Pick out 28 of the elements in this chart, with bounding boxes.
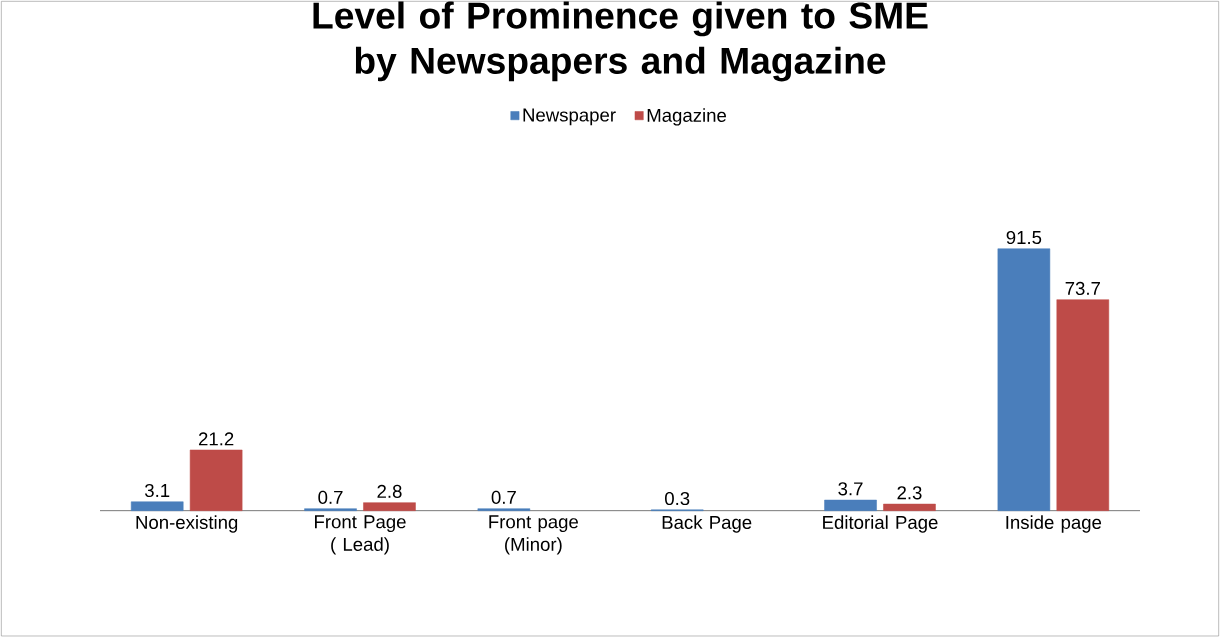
x-tick-label: Editorial Page: [823, 515, 938, 533]
data-label: 3.7: [838, 482, 863, 496]
data-label: 0.7: [318, 490, 343, 504]
bar: [883, 503, 936, 511]
bar: [997, 248, 1051, 511]
data-label: 21.2: [198, 432, 234, 446]
legend-label: Newspaper: [523, 108, 616, 126]
bar: [824, 499, 877, 511]
bar: [304, 508, 357, 511]
x-tick-label: Front page (Minor): [489, 515, 578, 555]
data-label: 2.8: [377, 484, 402, 498]
bar: [130, 501, 184, 511]
bar: [477, 508, 531, 511]
x-tick-label: Inside page: [1006, 515, 1102, 533]
x-tick-label: Front Page ( Lead): [315, 515, 406, 555]
data-label: 0.7: [491, 490, 516, 504]
data-label: 3.1: [144, 483, 170, 497]
bar: [189, 449, 243, 511]
data-label: 0.3: [665, 491, 690, 505]
x-tick-label: Non-existing: [136, 515, 238, 533]
data-label: 91.5: [1006, 230, 1042, 244]
x-tick-label: Back Page: [662, 515, 752, 533]
legend-label: Magazine: [647, 108, 727, 126]
bar: [363, 502, 416, 511]
data-label: 2.3: [897, 486, 922, 500]
data-label: 73.7: [1065, 281, 1100, 295]
bar: [1056, 299, 1110, 511]
chart-title: Level of Prominence given to SME by Newspapers and Magazine: [313, 1, 928, 82]
